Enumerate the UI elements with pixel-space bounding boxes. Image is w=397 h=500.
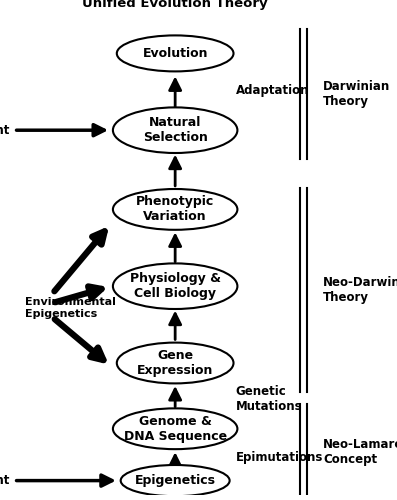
Text: Natural
Selection: Natural Selection bbox=[143, 116, 208, 144]
Text: Physiology &
Cell Biology: Physiology & Cell Biology bbox=[130, 272, 221, 300]
Text: Environment: Environment bbox=[0, 124, 10, 136]
Text: Epimutations: Epimutations bbox=[235, 450, 323, 464]
Text: Neo-Darwinian
Theory: Neo-Darwinian Theory bbox=[323, 276, 397, 303]
Ellipse shape bbox=[113, 108, 237, 153]
Ellipse shape bbox=[113, 189, 237, 230]
Ellipse shape bbox=[113, 264, 237, 309]
Text: Phenotypic
Variation: Phenotypic Variation bbox=[136, 196, 214, 224]
Text: Environmental
Epigenetics: Environmental Epigenetics bbox=[25, 297, 116, 318]
Ellipse shape bbox=[121, 465, 229, 496]
Ellipse shape bbox=[117, 36, 233, 72]
Text: Genetic
Mutations: Genetic Mutations bbox=[235, 385, 302, 413]
Text: Environment: Environment bbox=[0, 474, 10, 487]
Text: Unified Evolution Theory: Unified Evolution Theory bbox=[82, 0, 268, 10]
Text: Genome &
DNA Sequence: Genome & DNA Sequence bbox=[123, 415, 227, 443]
Text: Adaptation: Adaptation bbox=[235, 84, 309, 98]
Text: Neo-Lamarckian
Concept: Neo-Lamarckian Concept bbox=[323, 438, 397, 466]
Ellipse shape bbox=[113, 408, 237, 449]
Ellipse shape bbox=[117, 342, 233, 384]
Text: Gene
Expression: Gene Expression bbox=[137, 349, 213, 377]
Text: Darwinian
Theory: Darwinian Theory bbox=[323, 80, 390, 108]
Text: Epigenetics: Epigenetics bbox=[135, 474, 216, 487]
Text: Evolution: Evolution bbox=[143, 47, 208, 60]
